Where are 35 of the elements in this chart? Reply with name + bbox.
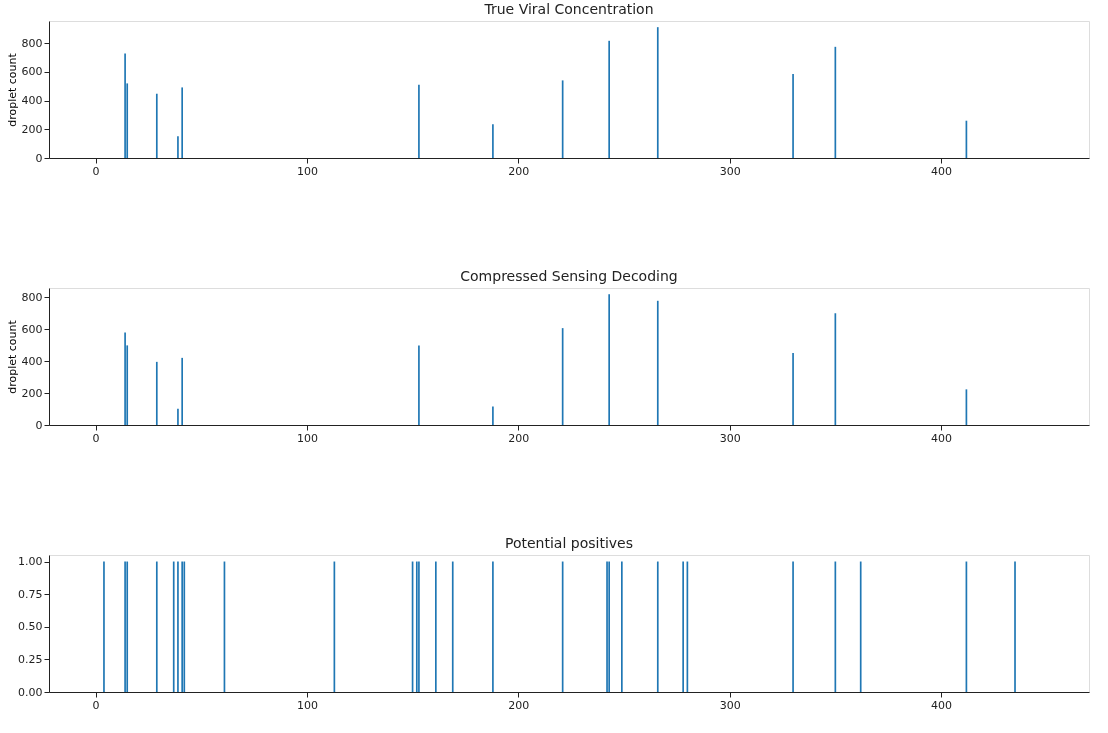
x-tick-label: 300 <box>719 698 741 712</box>
y-tick-label: 800 <box>21 36 43 50</box>
x-tick-label: 200 <box>508 164 530 178</box>
y-tick-label: 0.75 <box>18 587 43 601</box>
y-tick-label: 800 <box>21 290 43 304</box>
x-tick-label: 400 <box>931 431 953 445</box>
x-tick-label: 0 <box>92 698 100 712</box>
y-tick-label: 1.00 <box>18 555 43 569</box>
x-tick-label: 200 <box>508 431 530 445</box>
y-tick-label: 600 <box>21 322 43 336</box>
y-tick-label: 400 <box>21 354 43 368</box>
x-tick-label: 100 <box>296 431 318 445</box>
y-tick-label: 0 <box>35 418 43 432</box>
y-tick-label: 200 <box>21 386 43 400</box>
y-axis-title: droplet count <box>5 52 19 127</box>
y-tick-label: 200 <box>21 122 43 136</box>
chart-title: Potential positives <box>505 535 633 551</box>
y-tick-label: 400 <box>21 94 43 108</box>
y-tick-label: 0.00 <box>18 685 43 699</box>
x-tick-label: 0 <box>92 164 100 178</box>
x-tick-label: 100 <box>296 164 318 178</box>
chart-title: True Viral Concentration <box>483 1 654 17</box>
y-tick-label: 600 <box>21 65 43 79</box>
x-tick-label: 0 <box>92 431 100 445</box>
y-tick-label: 0.25 <box>18 652 43 666</box>
x-tick-label: 300 <box>719 431 741 445</box>
x-tick-label: 400 <box>931 698 953 712</box>
chart-title: Compressed Sensing Decoding <box>460 268 678 284</box>
x-tick-label: 300 <box>719 164 741 178</box>
x-tick-label: 100 <box>296 698 318 712</box>
x-tick-label: 400 <box>931 164 953 178</box>
y-tick-label: 0.50 <box>18 620 43 634</box>
x-tick-label: 200 <box>508 698 530 712</box>
y-tick-label: 0 <box>35 151 43 165</box>
y-axis-title: droplet count <box>5 319 19 394</box>
